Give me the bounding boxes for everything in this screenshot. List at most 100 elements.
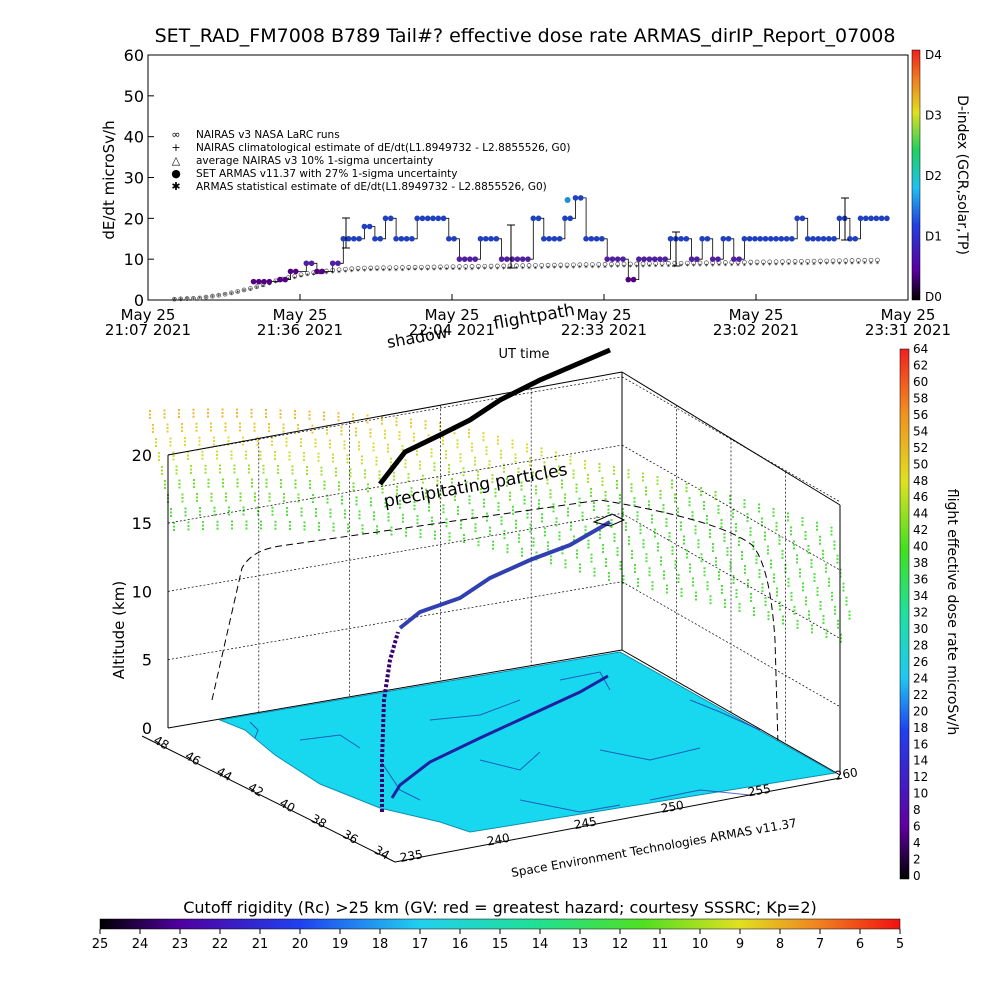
armas-stat-point: * — [812, 261, 816, 269]
cutoff-rigidity-colorbar — [99, 918, 901, 930]
cutoff-rigidity-colorbar-group: Cutoff rigidity (Rc) >25 km (GV: red = g… — [92, 898, 904, 952]
nairas-point — [476, 263, 481, 269]
armas-point — [593, 235, 600, 242]
nairas-point — [495, 263, 500, 269]
rc-tick-label: 21 — [252, 937, 269, 952]
armas-point — [836, 215, 843, 222]
d-index-ticks: D0 D1 D2 D3 D4 — [925, 48, 942, 304]
armas-stat-point: * — [869, 260, 873, 268]
armas-stat-point: * — [565, 264, 569, 272]
x-tick-date: May 25 — [121, 306, 176, 324]
armas-point — [250, 278, 257, 285]
x-tick-date: May 25 — [577, 306, 632, 324]
armas-stat-point: * — [534, 265, 538, 273]
dose-colorbar-label: flight effective dose rate microSv/h — [944, 489, 960, 735]
armas-stat-point: * — [679, 263, 683, 271]
armas-point — [435, 215, 442, 222]
armas-point — [815, 235, 822, 242]
armas-stat-point: * — [540, 265, 544, 273]
nairas-point — [203, 294, 209, 300]
rc-tick-label: 24 — [132, 937, 149, 952]
armas-stat-point: * — [394, 267, 398, 275]
dose-colorbar-tick-label: 34 — [913, 589, 928, 603]
top-y-axis-label: dE/dt microSv/h — [100, 120, 118, 239]
grid-line — [167, 581, 623, 661]
ut-time-label: UT time — [499, 347, 550, 362]
armas-stat-point: * — [800, 261, 804, 269]
armas-point — [287, 268, 294, 275]
armas-stat-point: * — [622, 264, 626, 272]
armas-point — [731, 256, 737, 262]
armas-stat-point: * — [660, 263, 664, 271]
armas-stat-point: * — [508, 265, 512, 273]
armas-point — [430, 215, 436, 222]
armas-stat-point: * — [312, 271, 316, 279]
armas-point — [356, 235, 362, 242]
armas-stat-point: * — [755, 262, 759, 270]
latitude-tick-label: 42 — [246, 780, 266, 800]
armas-point — [630, 276, 637, 283]
armas-point — [382, 215, 389, 222]
armas-peak-point — [564, 196, 571, 203]
armas-point — [541, 235, 547, 242]
y-tick-label: 40 — [124, 128, 144, 147]
armas-point — [725, 235, 732, 242]
armas-point — [852, 235, 859, 242]
armas-stat-point: * — [819, 261, 823, 269]
cutoff-rigidity-ticks: 25 24 23 22 21 20 19 18 17 16 15 14 13 12 11 10 9 8 7 6 5 — [92, 929, 904, 952]
armas-point — [588, 235, 595, 242]
armas-point — [319, 268, 325, 275]
altitude-tick-label: 20 — [132, 446, 152, 465]
ground-features — [249, 671, 761, 813]
rc-tick-label: 17 — [412, 937, 429, 952]
armas-point — [514, 256, 521, 262]
armas-stat-point: * — [350, 268, 354, 276]
armas-stat-point: * — [287, 276, 291, 284]
armas-point — [678, 235, 684, 242]
armas-point — [878, 215, 885, 222]
armas-stat-point: * — [331, 269, 335, 277]
nairas-point — [590, 262, 595, 267]
armas-point — [688, 256, 695, 262]
armas-stat-point: * — [667, 263, 671, 271]
altitude-tick-label: 0 — [142, 719, 152, 738]
rc-tick-label: 8 — [776, 937, 784, 952]
nairas-point — [799, 258, 804, 264]
nairas-point — [552, 262, 557, 268]
armas-stat-point: * — [698, 262, 702, 270]
rc-tick-label: 25 — [92, 937, 109, 952]
armas-stat-point: * — [743, 262, 747, 270]
d-index-label: D-index (GCR,solar,TP) — [954, 95, 970, 255]
dose-colorbar-tick-label: 44 — [913, 507, 928, 521]
nairas-point — [362, 265, 367, 271]
armas-point — [636, 256, 642, 262]
longitude-tick-label: 260 — [834, 765, 859, 783]
armas-stat-point: * — [603, 264, 607, 272]
armas-point — [424, 215, 431, 222]
nairas-point — [197, 295, 203, 301]
rc-tick-label: 5 — [896, 937, 904, 952]
chart-title: SET_RAD_FM7008 B789 Tail#? effective dos… — [155, 25, 896, 47]
armas-stat-point: * — [686, 263, 690, 271]
armas-stat-point: * — [591, 264, 595, 272]
nairas-point — [824, 258, 830, 264]
armas-point — [736, 256, 742, 262]
nairas-point — [514, 263, 519, 269]
legend-entry: SET ARMAS v11.37 with 27% 1-sigma uncert… — [196, 168, 458, 180]
armas-stat-point: * — [489, 265, 493, 273]
nairas-point — [862, 257, 868, 263]
armas-stat-point: * — [401, 267, 405, 275]
dose-colorbar-tick-label: 24 — [913, 671, 928, 685]
armas-point — [525, 256, 531, 262]
d-index-tick-label: D0 — [925, 290, 942, 304]
nairas-point — [298, 272, 304, 278]
x-tick-date: May 25 — [881, 306, 936, 324]
dose-colorbar-tick-label: 64 — [913, 342, 928, 356]
armas-point — [641, 256, 647, 262]
armas-point — [472, 256, 479, 262]
armas-stat-point: * — [616, 264, 620, 272]
longitude-axis — [394, 777, 841, 863]
y-tick-label: 50 — [124, 87, 144, 106]
armas-stat-point: * — [242, 288, 246, 296]
dose-colorbar-tick-label: 6 — [913, 820, 921, 834]
